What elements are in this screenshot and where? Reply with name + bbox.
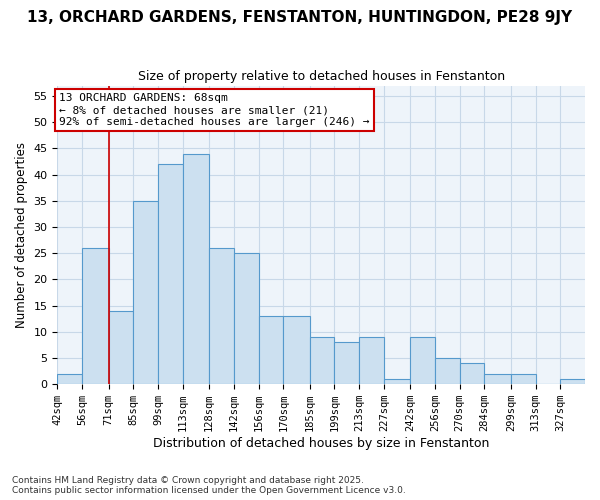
Bar (109, 311, 133, 384)
Bar (460, 364, 484, 384)
Bar (133, 201, 158, 384)
Bar (511, 374, 536, 384)
Bar (334, 342, 359, 384)
Bar (283, 316, 310, 384)
Bar (435, 358, 460, 384)
Bar (560, 379, 585, 384)
Title: Size of property relative to detached houses in Fenstanton: Size of property relative to detached ho… (137, 70, 505, 83)
Bar (158, 164, 182, 384)
Bar (209, 248, 234, 384)
Text: 13 ORCHARD GARDENS: 68sqm
← 8% of detached houses are smaller (21)
92% of semi-d: 13 ORCHARD GARDENS: 68sqm ← 8% of detach… (59, 94, 370, 126)
X-axis label: Distribution of detached houses by size in Fenstanton: Distribution of detached houses by size … (153, 437, 490, 450)
Y-axis label: Number of detached properties: Number of detached properties (15, 142, 28, 328)
Bar (82, 248, 109, 384)
Bar (58, 374, 82, 384)
Bar (234, 253, 259, 384)
Bar (359, 337, 384, 384)
Bar (410, 337, 435, 384)
Bar (259, 316, 283, 384)
Text: 13, ORCHARD GARDENS, FENSTANTON, HUNTINGDON, PE28 9JY: 13, ORCHARD GARDENS, FENSTANTON, HUNTING… (28, 10, 572, 25)
Text: Contains HM Land Registry data © Crown copyright and database right 2025.
Contai: Contains HM Land Registry data © Crown c… (12, 476, 406, 495)
Bar (310, 337, 334, 384)
Bar (484, 374, 511, 384)
Bar (384, 379, 410, 384)
Bar (182, 154, 209, 384)
